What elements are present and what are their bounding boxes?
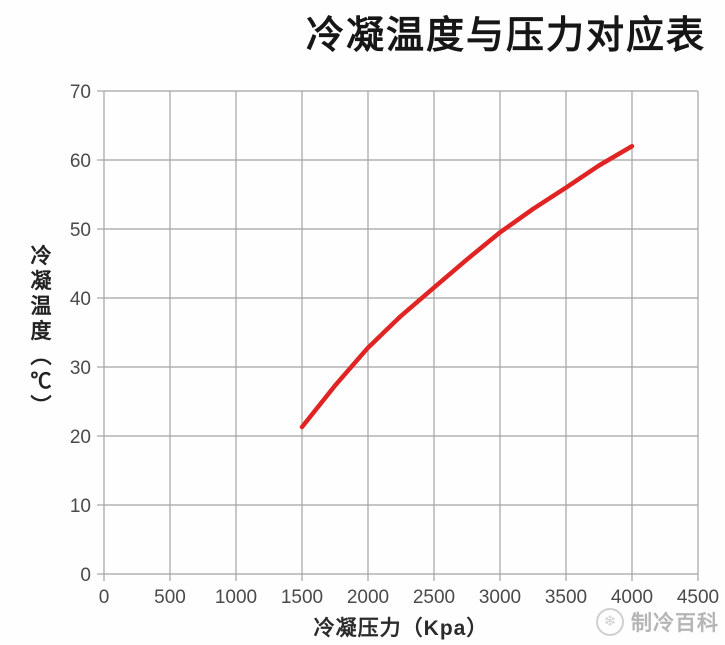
watermark: ❄ 制冷百科 [596, 607, 719, 637]
y-tick-label: 20 [70, 427, 91, 448]
x-tick-label: 2000 [347, 587, 389, 608]
y-tick-label: 50 [70, 220, 91, 241]
x-tick-label: 4500 [677, 587, 719, 608]
y-tick-label: 30 [70, 358, 91, 379]
series-line [299, 143, 635, 430]
x-axis-title: 冷凝压力（Kpa） [313, 617, 489, 640]
x-tick-label: 3000 [479, 587, 521, 608]
x-tick-label: 1500 [281, 587, 323, 608]
watermark-text: 制冷百科 [631, 612, 719, 635]
y-axis-title: 冷凝温度（℃） [28, 244, 51, 420]
x-tick-label: 4000 [611, 587, 653, 608]
x-tick-label: 3500 [545, 587, 587, 608]
x-tick-label: 2500 [413, 587, 455, 608]
x-tick-label: 0 [99, 587, 110, 608]
y-tick-label: 60 [70, 151, 91, 172]
chart-title: 冷凝温度与压力对应表 [306, 15, 707, 57]
y-tick-label: 70 [70, 82, 91, 103]
y-tick-label: 40 [70, 289, 91, 310]
x-tick-label: 500 [154, 587, 186, 608]
y-tick-label: 10 [70, 496, 91, 517]
x-tick-label: 1000 [215, 587, 257, 608]
y-tick-label: 0 [80, 565, 91, 586]
snowflake-logo-icon: ❄ [596, 608, 624, 636]
